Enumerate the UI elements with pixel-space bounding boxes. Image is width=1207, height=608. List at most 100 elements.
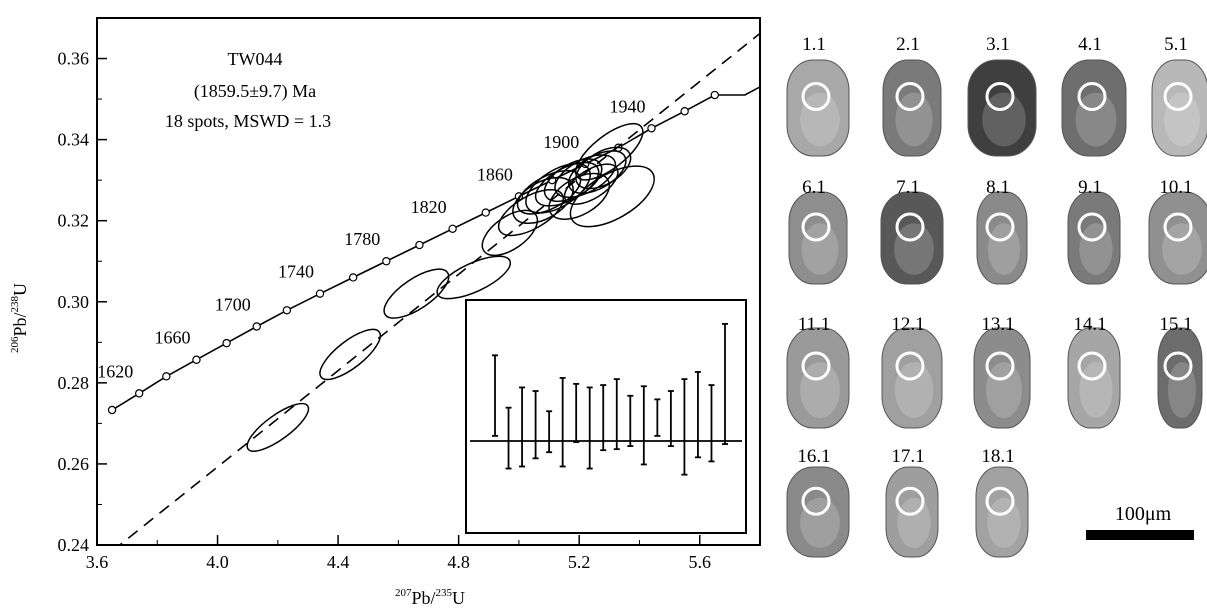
zircon-grain: 15.1: [1157, 314, 1203, 429]
concordia-point: [680, 107, 689, 116]
analysis-spot: [895, 212, 925, 242]
grain-zoning: [801, 223, 839, 275]
svg-text:206Pb/238U: 206Pb/238U: [9, 283, 30, 353]
analysis-spot: [895, 81, 925, 111]
x-tick-label: 5.2: [568, 552, 591, 572]
grain-label: 14.1: [1073, 314, 1106, 335]
age-label: 1780: [344, 229, 380, 249]
error-ellipse: [383, 268, 450, 319]
grain-label: 10.1: [1159, 177, 1192, 198]
analysis-spot: [801, 351, 831, 381]
analysis-spot: [985, 351, 1015, 381]
concordia-point: [222, 338, 231, 348]
zircon-grain: 12.1: [881, 314, 943, 429]
scale-bar-group: 100μm: [1086, 503, 1194, 540]
grain-label: 18.1: [981, 446, 1014, 467]
grain-label: 9.1: [1078, 177, 1102, 198]
grain-label: 8.1: [986, 177, 1010, 198]
error-ellipses: [246, 122, 655, 452]
grain-zoning: [986, 362, 1022, 418]
analysis-spot: [895, 351, 925, 381]
concordia-point: [282, 306, 292, 315]
age-label: 1940: [610, 96, 646, 116]
grain-body: [1148, 191, 1207, 285]
age-label: 1860: [477, 164, 513, 184]
concordia-point: [107, 405, 117, 415]
x-tick-label: 4.0: [206, 552, 229, 572]
grain-label: 1.1: [802, 34, 826, 55]
grain-label: 17.1: [891, 446, 924, 467]
zircon-grain: 18.1: [975, 446, 1029, 558]
stats-label: 18 spots, MSWD = 1.3: [165, 111, 331, 131]
age-labels: 1620 1660 1700 1740 1780 1820 1860 1900 1940: [97, 96, 645, 381]
analysis-spot: [1077, 212, 1107, 242]
concordia-point: [192, 355, 201, 364]
grain-zoning: [1079, 362, 1113, 418]
age-label: 1900: [543, 132, 579, 152]
grain-body: [885, 466, 939, 558]
grain-zoning: [800, 92, 840, 147]
sample-label: TW044: [228, 49, 283, 69]
grain-zoning: [1167, 362, 1197, 418]
zircon-grain: 7.1: [880, 177, 944, 285]
grain-label: 3.1: [986, 34, 1010, 55]
age-result: (1859.5±9.7) Ma: [194, 81, 316, 102]
scale-bar: [1086, 530, 1194, 540]
grain-label: 5.1: [1164, 34, 1188, 55]
analysis-spot: [895, 486, 925, 516]
analysis-spot: [985, 486, 1015, 516]
y-tick-label: 0.30: [58, 292, 90, 312]
grain-zoning: [800, 362, 840, 418]
grain-zoning: [987, 497, 1021, 548]
concordia-point: [710, 90, 719, 100]
x-tick-label: 3.6: [86, 552, 109, 572]
y-tick-label: 0.34: [58, 130, 90, 150]
x-tick-label: 5.6: [688, 552, 711, 572]
discordia-line: [118, 32, 760, 545]
y-tick-label: 0.24: [58, 535, 90, 555]
concordia-point: [415, 240, 424, 250]
age-label: 1820: [411, 197, 447, 217]
y-tick-label: 0.36: [58, 49, 90, 69]
grain-zoning: [895, 92, 933, 147]
plot-frame: [96, 17, 761, 546]
grain-zoning: [897, 497, 931, 548]
zircon-grain: 5.1: [1151, 34, 1207, 157]
grain-label: 4.1: [1078, 34, 1102, 55]
zircon-grain: 4.1: [1061, 34, 1127, 157]
grain-body: [788, 191, 848, 285]
grain-zoning: [800, 497, 840, 548]
error-ellipse: [246, 402, 310, 452]
zircon-grain: 2.1: [882, 34, 942, 157]
concordia-line: [111, 86, 760, 411]
age-label: 1740: [278, 262, 314, 282]
error-ellipse: [554, 154, 617, 198]
grain-label: 7.1: [896, 177, 920, 198]
zircon-grain-panel: 1.1 2.1 3.1 4.1 5.1 6.1 7.1 8.1 9.1 10.1 11.1 12.1 1…: [786, 34, 1207, 558]
analysis-spot: [1163, 351, 1193, 381]
analysis-spot: [801, 486, 831, 516]
discordia-dash-line: [118, 32, 760, 545]
grain-label: 12.1: [891, 314, 924, 335]
grain-zoning: [1162, 223, 1202, 275]
error-ellipse: [497, 188, 565, 237]
error-ellipse: [575, 146, 632, 190]
age-label: 1620: [97, 361, 133, 381]
error-ellipse: [569, 165, 655, 228]
analysis-spot: [801, 212, 831, 242]
zircon-grain: 14.1: [1067, 314, 1121, 429]
grain-label: 13.1: [981, 314, 1014, 335]
y-tick-labels: 0.24 0.26 0.28 0.30 0.32 0.34 0.36: [58, 49, 90, 555]
concordia-point: [134, 389, 144, 398]
analysis-spot: [1163, 81, 1193, 111]
grain-zoning: [988, 223, 1020, 275]
analysis-spot: [1163, 212, 1193, 242]
zircon-grain: 13.1: [973, 314, 1031, 429]
error-ellipse: [563, 163, 619, 205]
error-ellipse: [319, 328, 382, 381]
concordia-point: [315, 289, 325, 298]
zircon-grain: 1.1: [786, 34, 850, 157]
zircon-grain: 8.1: [976, 177, 1028, 285]
grain-label: 6.1: [802, 177, 826, 198]
grain-body: [976, 191, 1028, 285]
